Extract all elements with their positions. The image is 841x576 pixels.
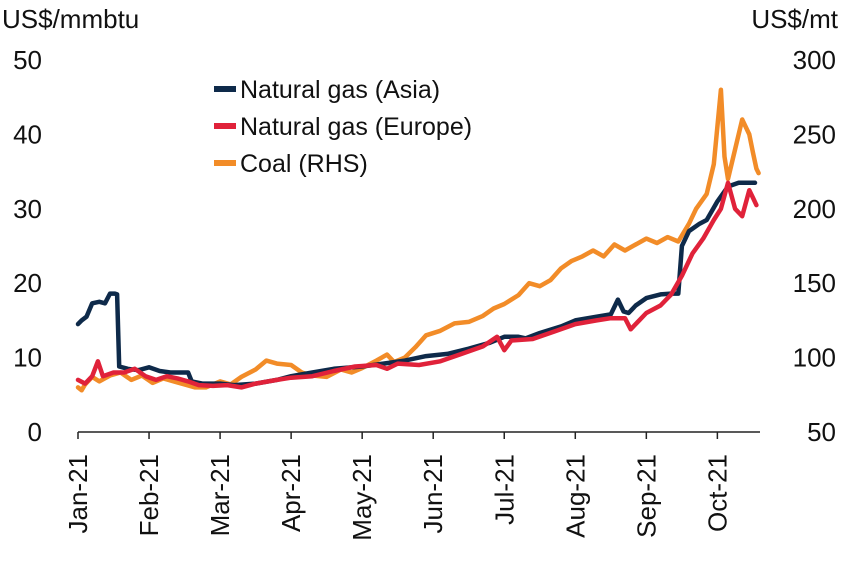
x-tick-label: Apr-21 — [276, 454, 306, 532]
x-tick-label: Jul-21 — [489, 454, 519, 525]
right-tick-label: 300 — [793, 45, 836, 75]
x-axis-ticks: Jan-21 Feb-21 Mar-21 Apr-21 May-21 Jun-21 Jul-… — [63, 432, 732, 541]
right-tick-label: 100 — [793, 343, 836, 373]
legend-label: Natural gas (Asia) — [240, 76, 440, 104]
series-layer — [75, 87, 761, 393]
left-axis-unit: US$/mmbtu — [2, 4, 139, 34]
x-tick-label: Oct-21 — [702, 454, 732, 532]
legend-label: Natural gas (Europe) — [240, 113, 472, 141]
right-tick-label: 150 — [793, 268, 836, 298]
right-tick-label: 200 — [793, 194, 836, 224]
right-axis-unit: US$/mt — [751, 4, 838, 34]
x-tick-label: Mar-21 — [205, 454, 235, 536]
x-tick-label: Aug-21 — [560, 454, 590, 538]
series-line-natural-gas-europe — [75, 180, 759, 390]
left-tick-label: 30 — [13, 194, 42, 224]
right-tick-label: 250 — [793, 119, 836, 149]
series-line-natural-gas-asia — [75, 180, 758, 388]
series-line-coal-rhs — [75, 87, 761, 393]
left-tick-label: 0 — [28, 417, 42, 447]
left-axis-ticks: 0 10 20 30 40 50 — [13, 45, 42, 447]
left-tick-label: 50 — [13, 45, 42, 75]
x-tick-label: May-21 — [347, 454, 377, 541]
x-tick-label: Feb-21 — [134, 454, 164, 536]
x-tick-label: Jan-21 — [63, 454, 93, 534]
right-axis-ticks: 50 100 150 200 250 300 — [793, 45, 836, 447]
x-tick-label: Sep-21 — [631, 454, 661, 538]
legend: Natural gas (Asia) Natural gas (Europe) Co… — [214, 76, 472, 178]
legend-label: Coal (RHS) — [240, 150, 368, 178]
left-tick-label: 40 — [13, 119, 42, 149]
x-tick-label: Jun-21 — [418, 454, 448, 533]
left-tick-label: 20 — [13, 268, 42, 298]
right-tick-label: 50 — [807, 417, 836, 447]
left-tick-label: 10 — [13, 343, 42, 373]
